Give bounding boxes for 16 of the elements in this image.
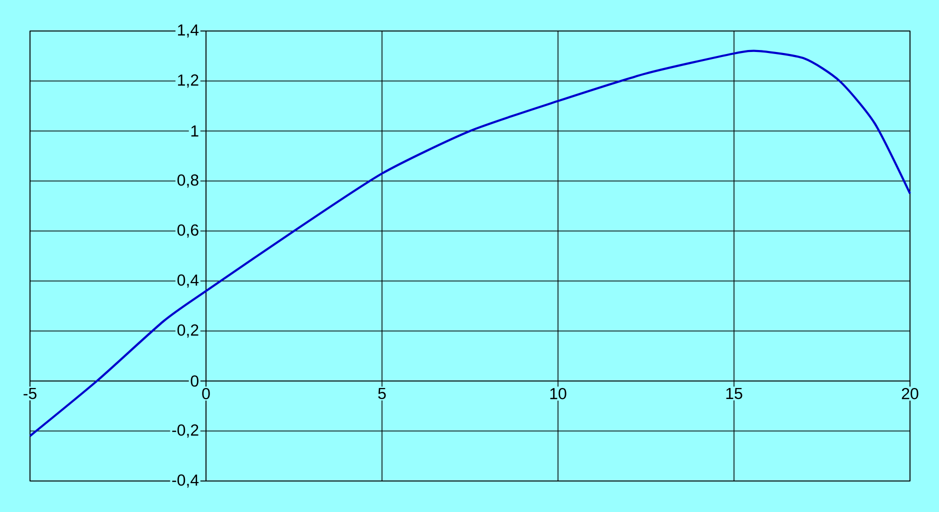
x-tick-label: 20 xyxy=(902,388,918,400)
x-tick-label: 0 xyxy=(202,388,210,400)
y-tick-label: 0 xyxy=(190,375,198,387)
y-tick-label: 0,8 xyxy=(177,174,198,188)
x-tick-label: -5 xyxy=(24,388,36,400)
x-tick-label: 15 xyxy=(726,388,742,400)
y-tick-label: 0,6 xyxy=(177,224,198,238)
y-tick-label: 0,4 xyxy=(177,274,199,288)
y-tick-label: 1,2 xyxy=(178,74,198,88)
y-tick-label: -0,4 xyxy=(172,474,199,488)
x-tick-label: 10 xyxy=(550,388,566,400)
x-tick-label: 5 xyxy=(378,388,386,400)
y-tick-label: -0,2 xyxy=(172,424,198,438)
y-tick-label: 1 xyxy=(191,126,198,137)
y-tick-label: 1,4 xyxy=(178,24,199,38)
y-tick-label: 0,2 xyxy=(177,324,198,338)
